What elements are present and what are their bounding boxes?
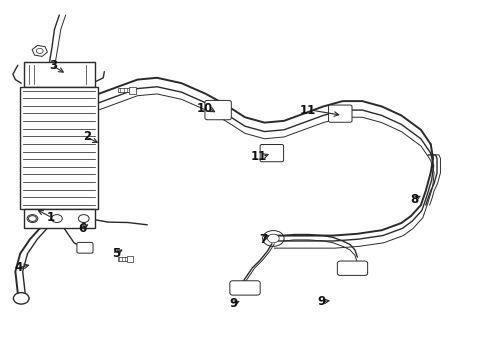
Text: 1: 1	[47, 211, 55, 224]
Text: 2: 2	[83, 130, 91, 144]
FancyBboxPatch shape	[337, 261, 368, 275]
Bar	[129, 87, 136, 94]
FancyBboxPatch shape	[77, 242, 93, 253]
Text: 5: 5	[112, 247, 121, 260]
Text: 9: 9	[229, 297, 238, 310]
Text: 10: 10	[197, 102, 213, 115]
Text: 9: 9	[318, 296, 326, 309]
Text: 6: 6	[78, 222, 86, 235]
Bar	[20, 87, 98, 209]
Text: 11: 11	[251, 150, 267, 163]
FancyBboxPatch shape	[230, 281, 260, 295]
Text: 11: 11	[299, 104, 316, 117]
FancyBboxPatch shape	[329, 105, 352, 122]
Bar	[24, 209, 95, 228]
Text: 3: 3	[49, 59, 57, 72]
Circle shape	[28, 216, 36, 221]
Bar	[118, 88, 133, 93]
Text: 4: 4	[14, 261, 23, 274]
Circle shape	[268, 234, 279, 243]
Bar	[127, 256, 133, 262]
Text: 8: 8	[410, 193, 418, 206]
FancyBboxPatch shape	[260, 144, 284, 162]
FancyBboxPatch shape	[205, 100, 231, 120]
Bar	[118, 257, 130, 261]
Bar	[24, 62, 95, 87]
Text: 7: 7	[259, 233, 267, 246]
